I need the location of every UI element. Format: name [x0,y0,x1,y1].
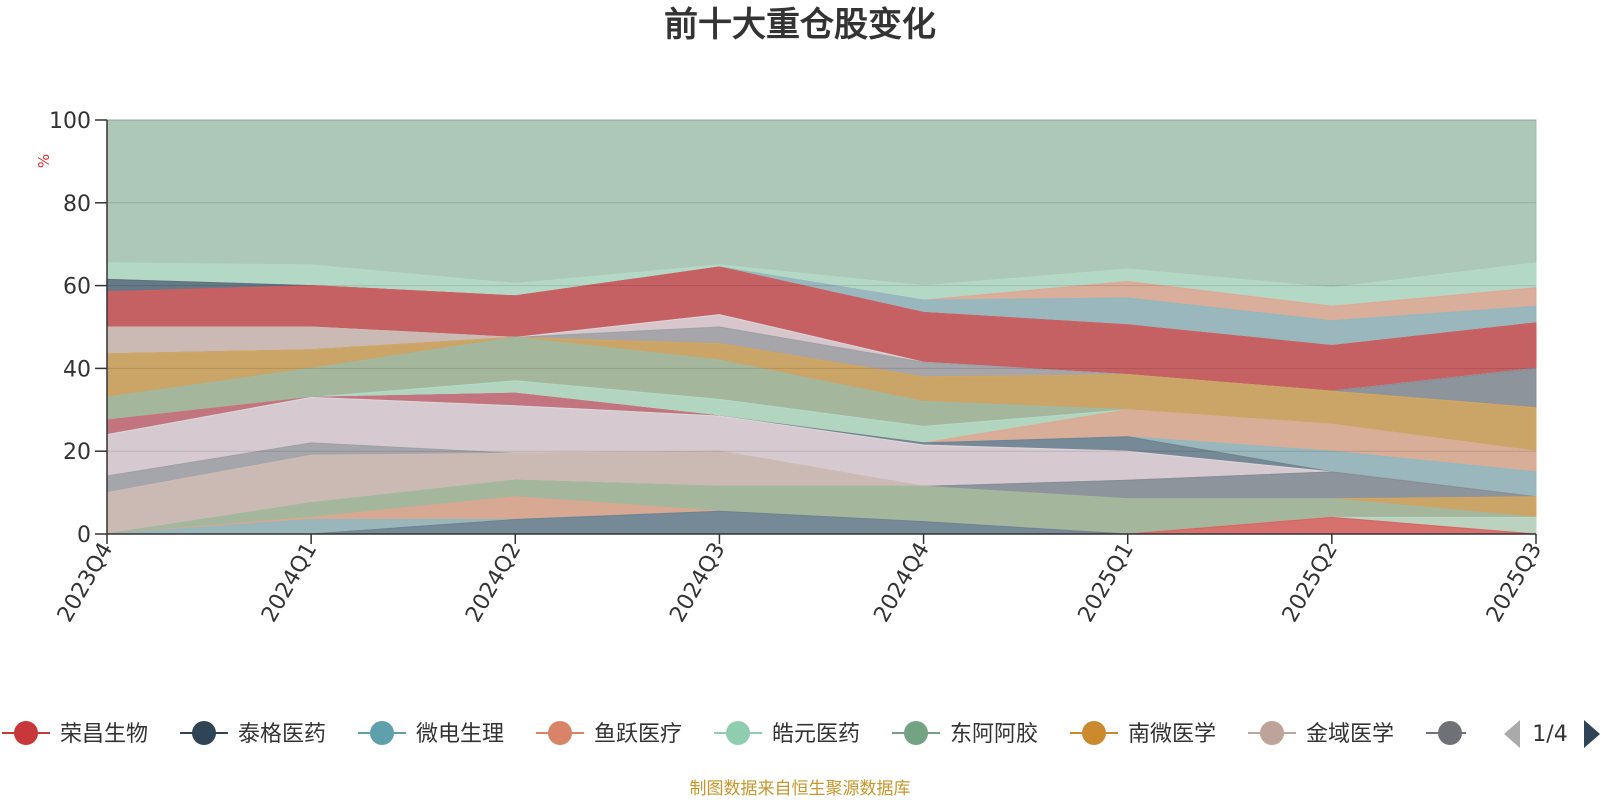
x-tick-label-2024Q3: 2024Q3 [665,539,730,627]
legend-label: 金域医学 [1306,722,1394,747]
legend-marker [192,721,216,745]
legend-item[interactable]: 荣昌生物 [2,721,148,747]
legend-label: 泰格医药 [238,722,326,747]
legend-marker [548,721,572,745]
legend-marker [14,721,38,745]
data-source-note: 制图数据来自恒生聚源数据库 [690,779,911,799]
y-tick-label-60: 60 [63,275,91,300]
y-tick-label-100: 100 [49,109,91,134]
y-tick-label-40: 40 [63,357,91,382]
x-tick-label-2025Q2: 2025Q2 [1278,539,1343,627]
x-tick-label-2023Q4: 2023Q4 [53,539,118,627]
grid-lines [107,119,1536,452]
legend-item[interactable]: 鱼跃医疗 [536,721,682,747]
legend-marker [904,721,928,745]
x-tick-label-2025Q3: 2025Q3 [1482,539,1547,627]
legend-item[interactable]: 金域医学 [1248,721,1394,747]
legend-marker [1082,721,1106,745]
legend: 荣昌生物 泰格医药 微电生理 鱼跃医疗 皓元医药 东阿阿胶 南微医学 金域医学 三 1/4 [2,720,1600,748]
legend-marker [1438,721,1462,745]
legend-page-indicator: 1/4 [1532,722,1567,747]
legend-item[interactable]: 南微医学 [1070,721,1216,747]
legend-item[interactable]: 微电生理 [358,721,504,747]
area-layers [106,119,1537,535]
y-tick-label-0: 0 [77,523,91,548]
y-axis-unit-label: % [35,154,53,168]
legend-prev-icon[interactable] [1504,720,1520,748]
chart-title: 前十大重仓股变化 [664,5,936,45]
legend-label: 三 [1484,722,1506,747]
x-tick-label-2025Q1: 2025Q1 [1074,539,1139,627]
legend-item[interactable]: 东阿阿胶 [892,721,1038,747]
legend-label: 荣昌生物 [60,722,148,747]
legend-item[interactable]: 皓元医药 [714,721,860,747]
legend-marker [1260,721,1284,745]
legend-marker [726,721,750,745]
legend-next-icon[interactable] [1584,720,1600,748]
legend-label: 微电生理 [416,722,504,747]
legend-label: 南微医学 [1128,722,1216,747]
y-tick-label-20: 20 [63,440,91,465]
legend-marker [370,721,394,745]
x-tick-label-2024Q4: 2024Q4 [869,539,934,627]
legend-label: 鱼跃医疗 [594,722,682,747]
x-tick-label-2024Q1: 2024Q1 [257,539,322,627]
legend-item[interactable]: 泰格医药 [180,721,326,747]
y-tick-label-80: 80 [63,192,91,217]
x-tick-label-2024Q2: 2024Q2 [461,539,526,627]
legend-items: 荣昌生物 泰格医药 微电生理 鱼跃医疗 皓元医药 东阿阿胶 南微医学 金域医学 三 [2,721,1506,747]
legend-label: 皓元医药 [772,722,860,747]
legend-item[interactable]: 三 [1426,721,1506,747]
legend-label: 东阿阿胶 [950,722,1038,747]
